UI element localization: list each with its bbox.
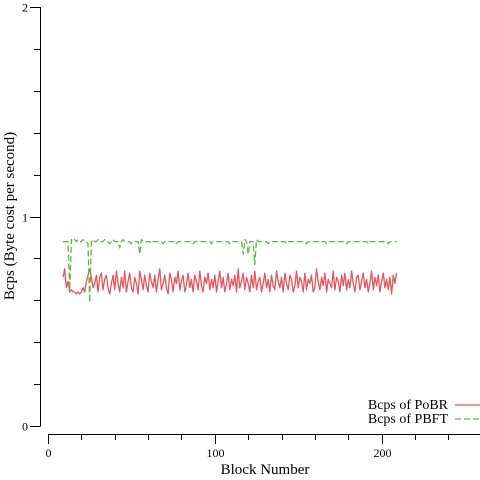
legend: Bcps of PoBR Bcps of PBFT xyxy=(368,398,480,427)
legend-label-pobr: Bcps of PoBR xyxy=(368,398,449,413)
series-layer xyxy=(62,238,398,304)
series-line-pbft xyxy=(63,238,397,304)
series-line-pobr xyxy=(62,268,398,295)
y-tick-label: 0 xyxy=(22,420,28,434)
x-tick-label: 100 xyxy=(207,446,225,460)
y-axis-title: Bcps (Byte cost per second) xyxy=(2,132,18,300)
y-tick-label: 1 xyxy=(22,211,28,225)
x-tick-label: 0 xyxy=(46,446,52,460)
legend-label-pbft: Bcps of PBFT xyxy=(368,412,449,427)
y-tick-label: 2 xyxy=(22,1,28,15)
x-axis-title: Block Number xyxy=(221,462,310,478)
axes: 0 1 2 0 100 200 xyxy=(22,1,480,460)
x-tick-label: 200 xyxy=(374,446,392,460)
